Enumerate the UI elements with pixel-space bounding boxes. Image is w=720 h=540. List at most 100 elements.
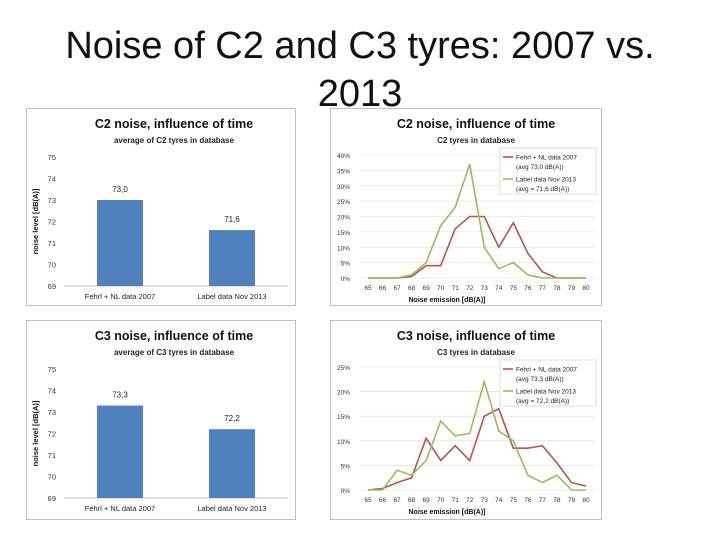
c3-line-ytick-label: 25% [337,365,350,372]
c2-bar-bar-value-label: 71,6 [224,215,240,224]
c3-line-legend-box [499,359,597,407]
c2-line-xtick-label: 71 [452,285,460,292]
c2-line-chart: C2 noise, influence of time C2 tyres in d… [330,108,602,306]
c2-line-xlabel: Noise emission [dB(A)] [408,297,485,304]
c2-line-xtick-label: 66 [379,285,387,292]
c2-line-legend-box [499,147,597,195]
c2-bar-ylabel: noise level [dB(A)] [31,188,40,254]
c2-line-xtick-label: 78 [553,285,561,292]
c3-bar-chart: C3 noise, influence of time average of C3… [26,320,296,520]
c3-line-title: C3 noise, influence of time [397,329,555,343]
c2-bar-bar [209,230,255,286]
c3-bar-bar [209,429,255,498]
c2-line-legend-label: Label data Nov 2013 [516,177,576,184]
c2-line-xtick-label: 77 [539,285,547,292]
c3-bar-bar-value-label: 72,2 [224,414,240,423]
c3-line-xtick-label: 70 [437,497,445,504]
c2-line-ytick-label: 25% [337,199,350,206]
c3-line-chart-panel: C3 noise, influence of time C3 tyres in d… [330,320,602,520]
c2-bar-bar-value-label: 73,0 [112,185,128,194]
c2-bar-ytick-label: 74 [48,175,56,184]
c2-bar-category-label: Label data Nov 2013 [197,292,266,301]
c2-line-xtick-label: 68 [408,285,416,292]
c3-line-legend-label: Fehrl + NL data 2007 [516,367,577,374]
c3-bar-chart-panel: C3 noise, influence of time average of C3… [26,320,296,520]
c2-line-subtitle: C2 tyres in database [437,136,515,145]
c2-bar-subtitle: average of C2 tyres in database [114,136,235,145]
c2-bar-ytick-label: 75 [48,153,56,162]
c3-bar-bar [97,405,143,498]
c2-line-xtick-label: 67 [393,285,401,292]
c3-line-chart: C3 noise, influence of time C3 tyres in d… [330,320,602,520]
c3-bar-ytick-label: 71 [48,451,56,460]
c3-bar-bar-value-label: 73,3 [112,391,128,400]
c3-line-xtick-label: 73 [481,497,489,504]
c2-line-ytick-label: 5% [341,261,351,268]
c3-bar-ytick-label: 72 [48,430,56,439]
c3-line-xtick-label: 78 [553,497,561,504]
c3-line-ytick-label: 10% [337,439,350,446]
c2-bar-ytick-label: 73 [48,196,56,205]
c3-line-ytick-label: 20% [337,390,350,397]
c2-line-ytick-label: 10% [337,245,350,252]
c3-line-xtick-label: 75 [510,497,518,504]
c3-line-ytick-label: 5% [341,463,351,470]
c3-bar-ytick-label: 75 [48,365,56,374]
c2-line-xtick-label: 73 [481,285,489,292]
c2-bar-ytick-label: 71 [48,239,56,248]
c2-line-legend-note: (avg 73,0 dB(A)) [516,164,564,171]
c3-bar-ylabel: noise level [dB(A)] [31,400,40,466]
c3-line-xtick-label: 80 [582,497,590,504]
c2-line-xtick-label: 79 [568,285,576,292]
c3-bar-subtitle: average of C3 tyres in database [114,348,235,357]
c2-line-title: C2 noise, influence of time [397,117,555,131]
c2-bar-chart: C2 noise, influence of time average of C2… [26,108,296,306]
c3-line-legend-label: Label data Nov 2013 [516,389,576,396]
c3-line-xtick-label: 72 [466,497,474,504]
c2-line-border [330,108,602,306]
c3-line-ytick-label: 15% [337,414,350,421]
c2-line-xtick-label: 75 [510,285,518,292]
c3-line-xtick-label: 69 [423,497,431,504]
c2-line-ytick-label: 30% [337,184,350,191]
c2-line-chart-panel: C2 noise, influence of time C2 tyres in d… [330,108,602,306]
c2-line-ytick-label: 40% [337,153,350,160]
c3-line-xtick-label: 67 [393,497,401,504]
c2-line-xtick-label: 65 [364,285,372,292]
c2-line-legend-label: Fehrl + NL data 2007 [516,155,577,162]
c3-bar-ytick-label: 73 [48,408,56,417]
c3-line-legend-note: (avg 73,3 dB(A)) [516,376,564,383]
c3-line-legend-note: (avg = 72,2 dB(A)) [516,398,569,405]
c2-line-ytick-label: 0% [341,276,351,283]
slide-title: Noise of C2 and C3 tyres: 2007 vs. 2013 [65,25,655,115]
c2-bar-chart-panel: C2 noise, influence of time average of C2… [26,108,296,306]
c3-bar-category-label: Label data Nov 2013 [197,504,266,513]
c3-line-subtitle: C3 tyres in database [437,348,515,357]
c3-bar-title: C3 noise, influence of time [95,329,253,343]
c3-line-xtick-label: 66 [379,497,387,504]
c2-line-xtick-label: 76 [524,285,532,292]
c2-bar-ytick-label: 69 [48,282,56,291]
c2-line-series-line-2013 [368,163,586,279]
c2-line-xtick-label: 69 [423,285,431,292]
c3-line-series-line-2013 [368,378,586,491]
c3-line-border [330,320,602,520]
c3-line-ytick-label: 0% [341,488,351,495]
c3-line-series-line-2007 [367,407,587,491]
c2-line-xtick-label: 80 [582,285,590,292]
c2-line-ytick-label: 15% [337,230,350,237]
c2-bar-ytick-label: 70 [48,261,56,270]
c3-line-xtick-label: 77 [539,497,547,504]
c2-line-xtick-label: 74 [495,285,503,292]
c3-bar-category-label: Fehrl + NL data 2007 [85,504,155,513]
c2-bar-ytick-label: 72 [48,218,56,227]
c2-line-legend-note: (avg = 71,6 dB(A)) [516,186,569,193]
c3-line-xtick-label: 74 [495,497,503,504]
c2-bar-bar [97,200,143,286]
c3-line-xtick-label: 65 [364,497,372,504]
c3-line-xtick-label: 76 [524,497,532,504]
c2-bar-title: C2 noise, influence of time [95,117,253,131]
c3-bar-ytick-label: 74 [48,387,56,396]
c3-bar-ytick-label: 69 [48,494,56,503]
c2-line-xtick-label: 72 [466,285,474,292]
